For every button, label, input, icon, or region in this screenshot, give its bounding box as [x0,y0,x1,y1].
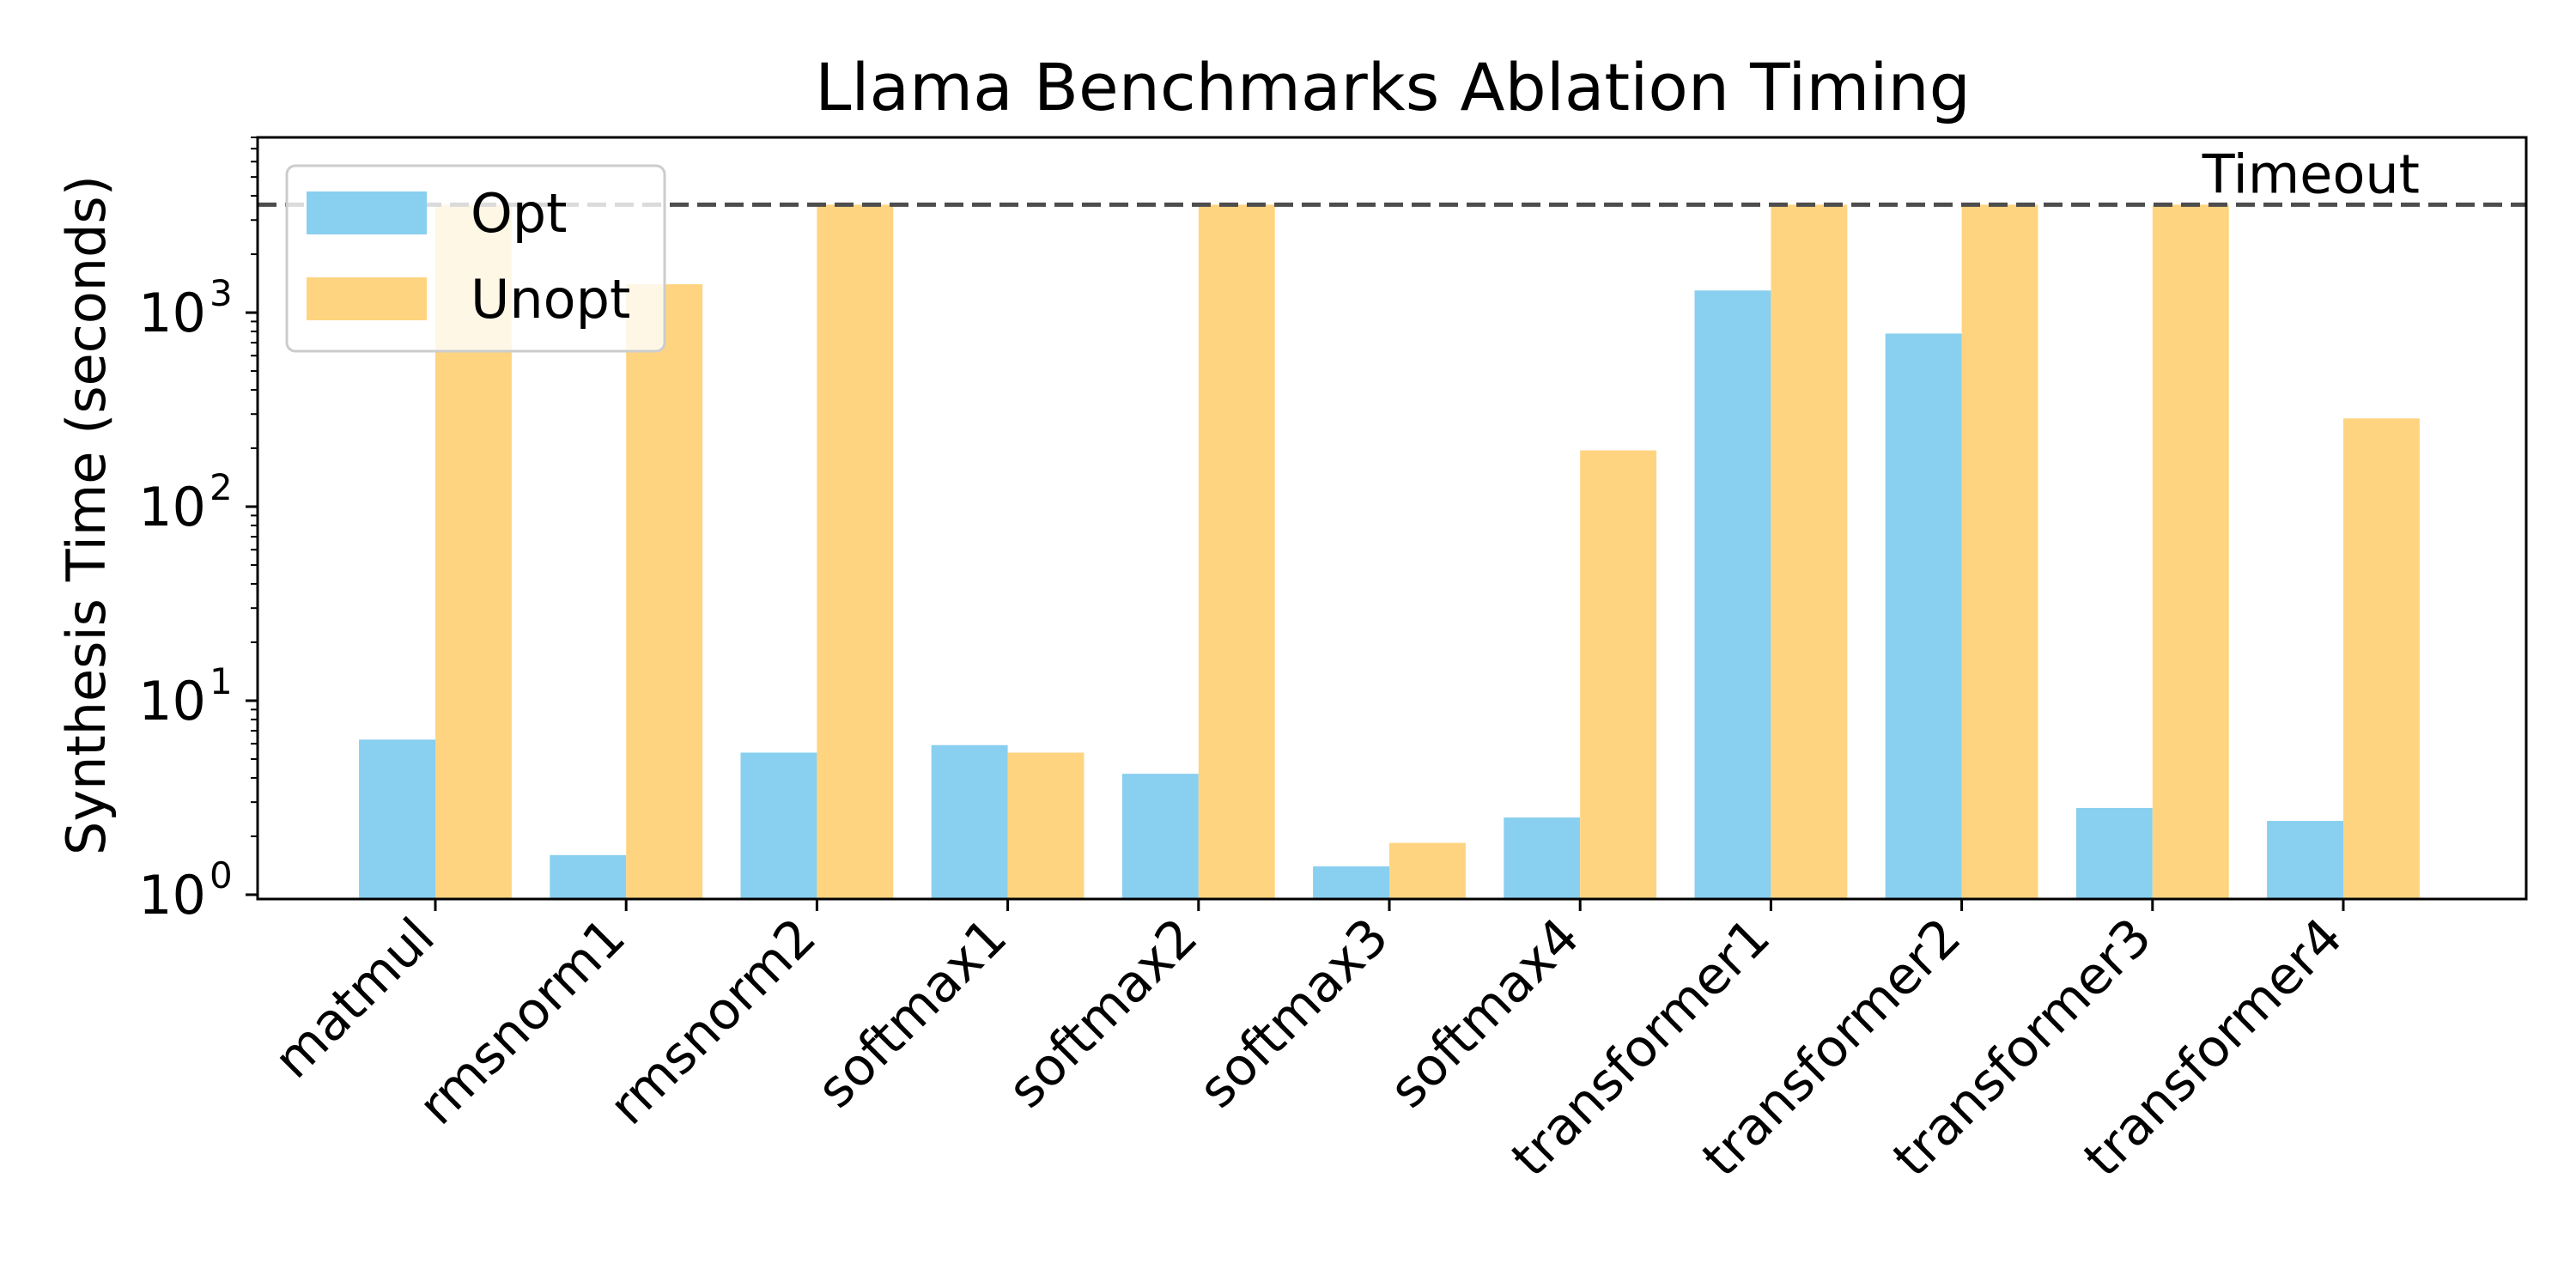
y-tick-label-100: 10 [138,476,206,538]
bar-unopt-transformer2 [1961,204,2038,899]
bar-opt-transformer2 [1885,333,1962,899]
bar-unopt-transformer1 [1771,204,1848,899]
y-tick-exponent-1000: 3 [210,272,233,314]
y-tick-label-10: 10 [138,670,206,732]
bar-unopt-transformer3 [2152,204,2229,899]
bar-opt-transformer1 [1694,290,1771,899]
x-tick-label-matmul: matmul [263,907,446,1090]
legend-swatch-unopt [307,277,427,320]
bar-unopt-rmsnorm2 [817,204,894,899]
x-tick-label-softmax2: softmax2 [997,907,1210,1120]
x-ticks: matmulrmsnorm1rmsnorm2softmax1softmax2so… [263,899,2354,1188]
timeout-label: Timeout [2202,143,2420,205]
bar-unopt-transformer4 [2343,418,2420,899]
bar-unopt-rmsnorm1 [626,284,703,899]
bar-unopt-softmax2 [1198,204,1275,899]
bar-opt-transformer4 [2267,821,2343,899]
y-tick-exponent-100: 2 [210,466,233,508]
bars-layer [359,204,2420,899]
y-axis-label: Synthesis Time (seconds) [55,175,118,855]
bar-unopt-softmax4 [1580,450,1657,899]
y-tick-exponent-1: 0 [210,854,233,896]
bar-opt-rmsnorm2 [740,752,817,899]
y-tick-exponent-10: 1 [210,660,233,702]
legend: Opt Unopt [285,164,666,353]
chart-title: Llama Benchmarks Ablation Timing [815,49,1971,125]
x-tick-label-softmax1: softmax1 [805,907,1018,1120]
legend-label-unopt: Unopt [471,268,630,331]
plot-frame [256,136,2528,901]
bar-opt-softmax4 [1504,817,1581,899]
y-tick-label-1: 10 [138,864,206,927]
bar-opt-softmax1 [931,744,1008,899]
legend-swatch-opt [307,191,427,234]
bar-opt-rmsnorm1 [550,854,627,899]
axes-layer [256,136,2528,901]
timeout-layer: Timeout [258,143,2526,207]
bar-opt-softmax2 [1121,774,1199,899]
bar-opt-softmax3 [1313,866,1389,899]
bar-unopt-softmax1 [1007,752,1084,899]
x-tick-label-rmsnorm2: rmsnorm2 [598,907,828,1136]
bar-unopt-softmax3 [1389,842,1466,899]
bar-opt-matmul [359,739,435,899]
x-tick-label-rmsnorm1: rmsnorm1 [407,907,636,1136]
x-tick-label-softmax3: softmax3 [1188,907,1400,1120]
bar-opt-transformer3 [2075,807,2153,899]
legend-label-opt: Opt [471,182,567,245]
y-tick-label-1000: 10 [138,282,206,344]
